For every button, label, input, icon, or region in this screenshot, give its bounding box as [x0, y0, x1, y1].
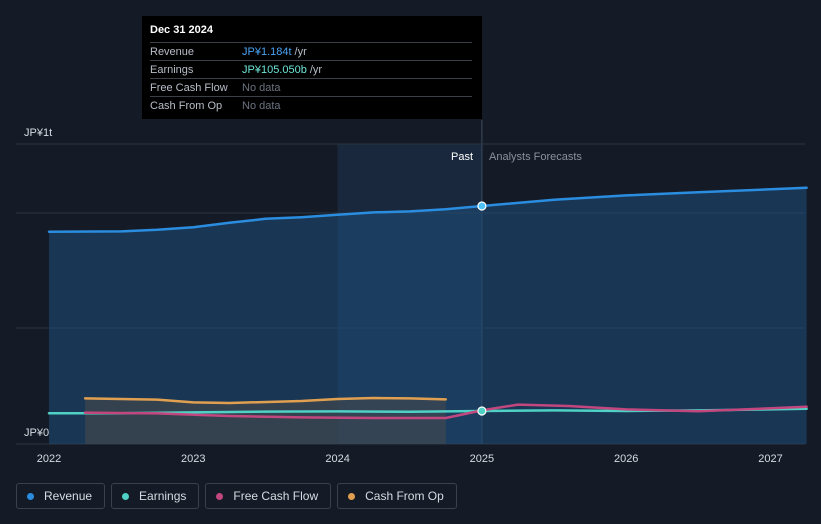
x-tick-label: 2024 — [325, 453, 349, 465]
x-tick-label: 2025 — [470, 453, 494, 465]
legend-item-revenue[interactable]: Revenue — [16, 483, 106, 509]
free-cash-flow-line — [83, 403, 808, 420]
revenue-line — [47, 186, 808, 234]
tooltip-unit: /yr — [309, 63, 323, 76]
forecast-label: Analysts Forecasts — [489, 151, 582, 163]
cash-from-op-area — [85, 398, 446, 444]
tooltip-label: Cash From Op — [150, 99, 223, 112]
legend-dot-icon — [122, 492, 130, 500]
legend-label: Revenue — [44, 489, 93, 503]
x-tick-label: 2022 — [37, 453, 61, 465]
x-tick-label: 2026 — [614, 453, 638, 465]
x-tick-label: 2023 — [181, 453, 205, 465]
y-axis-top-label: JP¥1t — [24, 127, 52, 139]
legend-item-cash-from-op[interactable]: Cash From Op — [337, 483, 457, 509]
tooltip-row-revenue: Revenue JP¥1.184t /yr — [150, 42, 472, 60]
tooltip-label: Free Cash Flow — [150, 81, 228, 94]
chart-legend: Revenue Earnings Free Cash Flow Cash Fro… — [16, 483, 457, 509]
tooltip-label: Revenue — [150, 45, 195, 58]
data-tooltip: Dec 31 2024 Revenue JP¥1.184t /yr Earnin… — [142, 16, 482, 119]
cash-from-op-line — [83, 396, 448, 405]
past-label: Past — [451, 151, 473, 163]
tooltip-unit: /yr — [294, 45, 307, 58]
legend-label: Free Cash Flow — [233, 489, 319, 503]
x-tick-label: 2027 — [758, 453, 782, 465]
legend-dot-icon — [27, 492, 34, 500]
y-axis-bottom-label: JP¥0 — [24, 427, 49, 439]
tooltip-row-cash-from-op: Cash From Op No data — [150, 96, 472, 114]
tooltip-value: No data — [242, 99, 281, 112]
tooltip-label: Earnings — [150, 63, 194, 76]
tooltip-row-free-cash-flow: Free Cash Flow No data — [150, 78, 472, 96]
tooltip-value: JP¥1.184t — [242, 45, 292, 58]
legend-item-earnings[interactable]: Earnings — [111, 483, 200, 509]
tooltip-date: Dec 31 2024 — [150, 24, 213, 36]
legend-dot-icon — [348, 492, 356, 500]
revenue-area — [49, 187, 807, 445]
revenue-marker — [477, 201, 487, 211]
legend-dot-icon — [216, 492, 224, 500]
earnings-marker — [477, 406, 487, 416]
legend-label: Cash From Op — [365, 489, 444, 503]
tooltip-value: JP¥105.050b — [242, 63, 307, 76]
tooltip-row-earnings: Earnings JP¥105.050b /yr — [150, 60, 472, 78]
tooltip-value: No data — [242, 81, 281, 94]
legend-item-free-cash-flow[interactable]: Free Cash Flow — [205, 483, 332, 509]
legend-label: Earnings — [139, 489, 187, 503]
